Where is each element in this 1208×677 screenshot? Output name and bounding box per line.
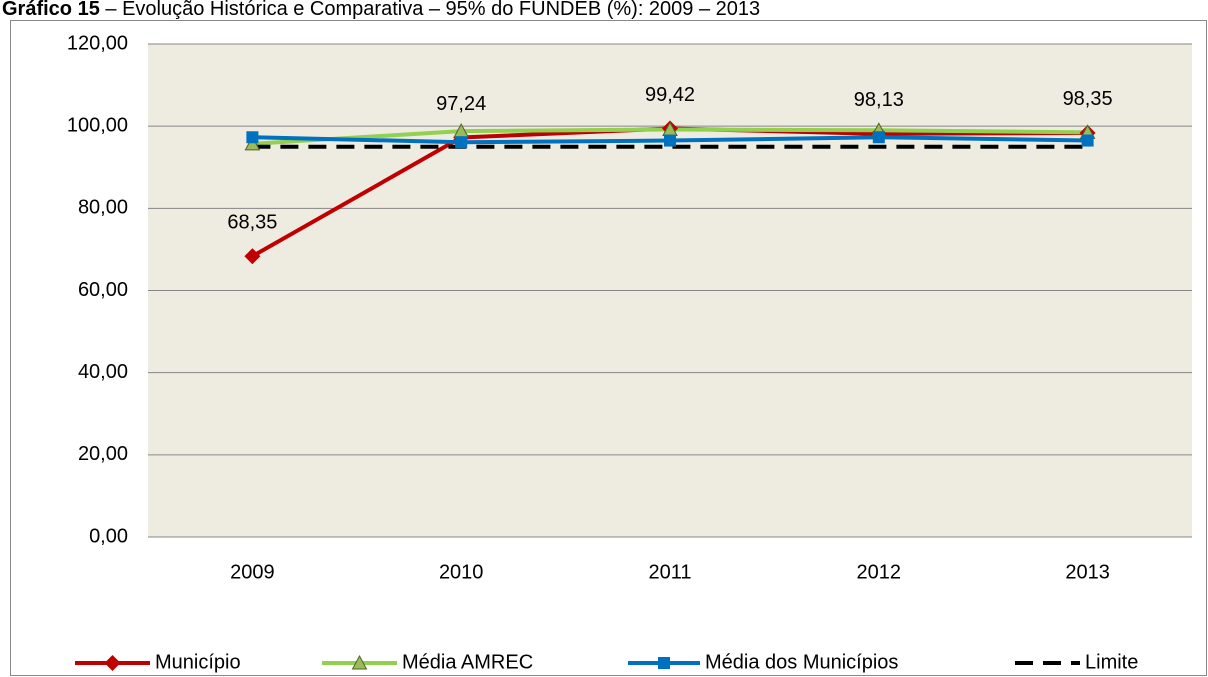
data-label: 98,35 (1063, 88, 1113, 110)
triangle-marker (351, 654, 368, 670)
legend-label: Município (155, 651, 241, 673)
data-label: 97,24 (436, 93, 486, 115)
diamond-marker (104, 655, 121, 671)
data-label: 98,13 (854, 89, 904, 111)
x-tick-label: 2013 (1065, 561, 1110, 583)
y-tick-label: 80,00 (78, 197, 128, 219)
square-marker (455, 136, 468, 149)
y-tick-label: 0,00 (89, 525, 128, 547)
square-marker (664, 134, 676, 147)
triangle-marker (244, 135, 261, 151)
x-tick-label: 2012 (857, 561, 902, 583)
square-marker (872, 131, 885, 144)
square-marker (658, 657, 670, 669)
y-tick-label: 100,00 (67, 114, 128, 136)
data-label: 99,42 (645, 84, 695, 106)
y-tick-label: 20,00 (78, 443, 128, 465)
x-tick-label: 2009 (230, 561, 275, 583)
y-tick-label: 40,00 (78, 361, 128, 383)
x-tick-label: 2010 (439, 561, 484, 583)
title-label: Gráfico 15 (2, 0, 100, 20)
square-marker (1081, 134, 1094, 147)
chart-title: Gráfico 15 – Evolução Histórica e Compar… (2, 0, 760, 20)
title-text: – Evolução Histórica e Comparativa – 95%… (105, 0, 760, 20)
diamond-marker (244, 248, 261, 265)
data-label: 68,35 (227, 211, 277, 233)
y-tick-label: 60,00 (78, 279, 128, 301)
legend-label: Limite (1085, 651, 1138, 673)
square-marker (246, 131, 259, 144)
legend-label: Média AMREC (402, 651, 533, 673)
y-tick-label: 120,00 (67, 32, 128, 54)
legend-label: Média dos Municípios (705, 651, 898, 673)
x-tick-label: 2011 (648, 561, 691, 583)
